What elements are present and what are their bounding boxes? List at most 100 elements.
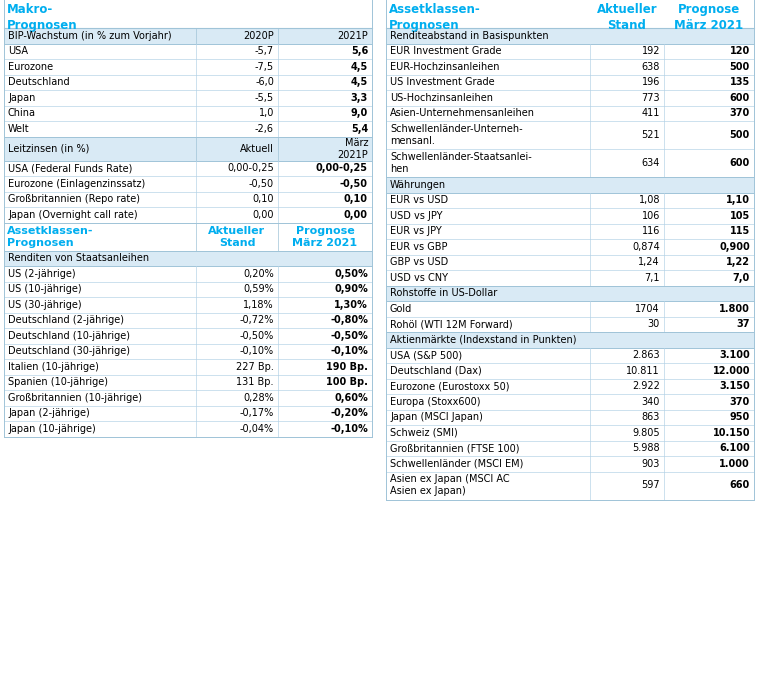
Text: Eurozone: Eurozone <box>8 62 53 71</box>
Bar <box>4 312 372 328</box>
Bar <box>4 105 372 121</box>
Text: 370: 370 <box>730 397 750 407</box>
Bar <box>386 208 754 223</box>
Text: Assetklassen-
Prognosen: Assetklassen- Prognosen <box>7 226 93 248</box>
Text: USA (S&P 500): USA (S&P 500) <box>390 350 462 360</box>
Text: 773: 773 <box>641 93 660 103</box>
Bar <box>386 425 754 441</box>
Text: 106: 106 <box>641 211 660 221</box>
Text: 0,00: 0,00 <box>344 210 368 220</box>
Text: Eurozone (Einlagenzinssatz): Eurozone (Einlagenzinssatz) <box>8 179 146 189</box>
Text: 4,5: 4,5 <box>351 77 368 87</box>
Text: 2.863: 2.863 <box>632 350 660 360</box>
Text: Asien-Unternehmensanleihen: Asien-Unternehmensanleihen <box>390 108 535 118</box>
Text: Schweiz (SMI): Schweiz (SMI) <box>390 428 458 438</box>
Text: -6,0: -6,0 <box>255 77 274 87</box>
Text: 3.150: 3.150 <box>719 381 750 391</box>
Bar <box>4 192 372 207</box>
Bar <box>4 375 372 390</box>
Text: 7,0: 7,0 <box>733 273 750 282</box>
Text: -0,20%: -0,20% <box>330 408 368 418</box>
Bar <box>4 359 372 375</box>
Text: US (30-jährige): US (30-jährige) <box>8 300 82 310</box>
Text: EUR Investment Grade: EUR Investment Grade <box>390 46 502 56</box>
Text: Deutschland (Dax): Deutschland (Dax) <box>390 366 482 375</box>
Text: -7,5: -7,5 <box>255 62 274 71</box>
Text: EUR vs JPY: EUR vs JPY <box>390 226 442 236</box>
Bar <box>386 255 754 270</box>
Text: 9.805: 9.805 <box>632 428 660 438</box>
Text: 10.811: 10.811 <box>626 366 660 375</box>
Text: 2020P: 2020P <box>243 31 274 41</box>
Text: 192: 192 <box>641 46 660 56</box>
Text: Prognose
März 2021: Prognose März 2021 <box>293 226 358 248</box>
Text: Leitzinsen (in %): Leitzinsen (in %) <box>8 144 89 153</box>
Bar <box>386 105 754 121</box>
Bar <box>4 28 372 44</box>
Text: 1,24: 1,24 <box>638 257 660 267</box>
Text: 135: 135 <box>730 77 750 87</box>
Bar <box>386 121 754 149</box>
Text: 0,10: 0,10 <box>252 194 274 204</box>
Text: Japan (MSCI Japan): Japan (MSCI Japan) <box>390 412 483 422</box>
Bar <box>4 44 372 59</box>
Text: USA (Federal Funds Rate): USA (Federal Funds Rate) <box>8 163 133 174</box>
Text: 2.922: 2.922 <box>632 381 660 391</box>
Text: Deutschland (10-jährige): Deutschland (10-jährige) <box>8 331 130 341</box>
Text: 9,0: 9,0 <box>351 108 368 118</box>
Text: USD vs JPY: USD vs JPY <box>390 211 443 221</box>
Text: 3.100: 3.100 <box>719 350 750 360</box>
Text: Eurozone (Eurostoxx 50): Eurozone (Eurostoxx 50) <box>390 381 509 391</box>
Text: 5,4: 5,4 <box>351 124 368 134</box>
Text: Makro-
Prognosen: Makro- Prognosen <box>7 3 77 32</box>
Bar <box>386 149 754 177</box>
Text: 131 Bp.: 131 Bp. <box>236 378 274 387</box>
Bar <box>386 363 754 378</box>
Text: 0,00: 0,00 <box>252 210 274 220</box>
Text: Schwellenländer-Staatsanlei-
hen: Schwellenländer-Staatsanlei- hen <box>390 152 532 174</box>
Text: 4,5: 4,5 <box>351 62 368 71</box>
Bar <box>4 251 372 266</box>
Bar <box>4 90 372 105</box>
Text: Japan (Overnight call rate): Japan (Overnight call rate) <box>8 210 138 220</box>
Text: Aktueller
Stand: Aktueller Stand <box>597 3 657 31</box>
Text: 10.150: 10.150 <box>713 428 750 438</box>
Text: 37: 37 <box>737 319 750 329</box>
Text: 30: 30 <box>648 319 660 329</box>
Text: Prognose
März 2021: Prognose März 2021 <box>675 3 744 31</box>
Text: Schwellenländer (MSCI EM): Schwellenländer (MSCI EM) <box>390 459 523 468</box>
Text: 638: 638 <box>641 62 660 71</box>
Text: 2021P: 2021P <box>337 31 368 41</box>
Bar <box>386 409 754 425</box>
Text: US (10-jährige): US (10-jährige) <box>8 285 82 294</box>
Text: Aktuell: Aktuell <box>240 144 274 153</box>
Bar <box>4 137 372 160</box>
Text: 411: 411 <box>641 108 660 118</box>
Text: 600: 600 <box>730 158 750 168</box>
Text: -0,17%: -0,17% <box>240 408 274 418</box>
Text: 500: 500 <box>730 130 750 140</box>
Bar <box>386 285 754 301</box>
Text: 863: 863 <box>641 412 660 422</box>
Bar <box>4 328 372 344</box>
Text: USD vs CNY: USD vs CNY <box>390 273 448 282</box>
Text: EUR vs USD: EUR vs USD <box>390 195 448 205</box>
Text: 116: 116 <box>641 226 660 236</box>
Text: US Investment Grade: US Investment Grade <box>390 77 495 87</box>
Text: 634: 634 <box>641 158 660 168</box>
Text: 370: 370 <box>730 108 750 118</box>
Text: 6.100: 6.100 <box>719 443 750 453</box>
Text: Großbritannien (Repo rate): Großbritannien (Repo rate) <box>8 194 140 204</box>
Text: 120: 120 <box>730 46 750 56</box>
Text: 7,1: 7,1 <box>644 273 660 282</box>
Text: -0,10%: -0,10% <box>240 346 274 356</box>
Text: -0,50%: -0,50% <box>330 331 368 341</box>
Bar <box>386 394 754 409</box>
Text: Assetklassen-
Prognosen: Assetklassen- Prognosen <box>389 3 481 32</box>
Text: 0,10: 0,10 <box>344 194 368 204</box>
Text: 1,30%: 1,30% <box>334 300 368 310</box>
Text: -0,10%: -0,10% <box>330 346 368 356</box>
Bar <box>4 74 372 90</box>
Bar <box>386 301 754 316</box>
Text: 1,08: 1,08 <box>638 195 660 205</box>
